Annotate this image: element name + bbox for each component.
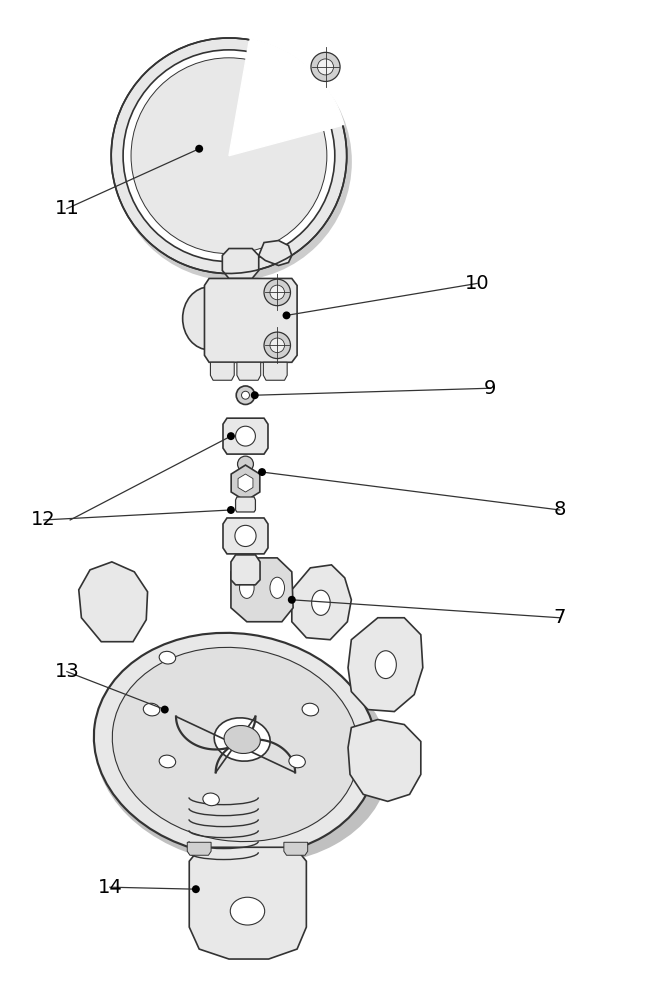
Polygon shape	[223, 518, 268, 554]
Polygon shape	[79, 562, 148, 642]
Ellipse shape	[159, 651, 176, 664]
Ellipse shape	[230, 897, 265, 925]
Ellipse shape	[159, 755, 176, 768]
Polygon shape	[204, 278, 297, 362]
Polygon shape	[259, 241, 292, 265]
Circle shape	[123, 50, 335, 262]
Polygon shape	[222, 249, 259, 278]
Ellipse shape	[289, 755, 306, 768]
Polygon shape	[231, 555, 260, 585]
Ellipse shape	[270, 577, 284, 598]
Polygon shape	[292, 565, 351, 640]
Ellipse shape	[302, 703, 318, 716]
Circle shape	[241, 391, 249, 399]
Circle shape	[318, 59, 333, 75]
Polygon shape	[284, 842, 308, 855]
Ellipse shape	[214, 718, 271, 761]
Circle shape	[288, 596, 296, 604]
Text: 13: 13	[54, 662, 80, 681]
Circle shape	[264, 279, 290, 306]
Circle shape	[195, 145, 203, 153]
Circle shape	[270, 285, 284, 300]
Text: 10: 10	[465, 274, 489, 293]
Polygon shape	[238, 474, 253, 492]
Polygon shape	[237, 362, 261, 380]
Circle shape	[258, 468, 266, 476]
Ellipse shape	[182, 287, 235, 350]
Ellipse shape	[95, 641, 389, 864]
Ellipse shape	[224, 726, 261, 753]
Circle shape	[235, 426, 255, 446]
Ellipse shape	[114, 43, 352, 281]
Circle shape	[282, 311, 290, 319]
Circle shape	[161, 706, 169, 714]
Circle shape	[227, 506, 235, 514]
Text: 14: 14	[97, 878, 122, 897]
Polygon shape	[235, 497, 255, 512]
Circle shape	[270, 338, 284, 353]
Ellipse shape	[375, 651, 396, 679]
Text: 11: 11	[54, 199, 80, 218]
Circle shape	[264, 332, 290, 359]
Text: 8: 8	[554, 500, 566, 519]
Text: 9: 9	[484, 379, 497, 398]
Circle shape	[236, 386, 255, 404]
Circle shape	[227, 432, 235, 440]
Polygon shape	[348, 720, 421, 801]
Ellipse shape	[94, 633, 377, 856]
Circle shape	[131, 58, 327, 254]
Wedge shape	[229, 38, 344, 156]
Circle shape	[192, 885, 200, 893]
Ellipse shape	[143, 703, 160, 716]
Circle shape	[237, 456, 253, 472]
Circle shape	[251, 391, 259, 399]
Polygon shape	[231, 558, 293, 622]
Polygon shape	[210, 362, 234, 380]
Polygon shape	[189, 847, 306, 959]
Circle shape	[111, 38, 347, 273]
Polygon shape	[263, 362, 287, 380]
Polygon shape	[348, 618, 423, 712]
Circle shape	[235, 525, 256, 547]
Polygon shape	[231, 465, 260, 501]
Text: 7: 7	[554, 608, 566, 627]
Text: 12: 12	[31, 510, 56, 529]
Polygon shape	[223, 418, 268, 454]
Ellipse shape	[112, 647, 359, 842]
Polygon shape	[187, 842, 211, 855]
Ellipse shape	[312, 590, 330, 615]
Circle shape	[311, 52, 340, 81]
Ellipse shape	[239, 577, 254, 598]
Ellipse shape	[203, 793, 219, 806]
